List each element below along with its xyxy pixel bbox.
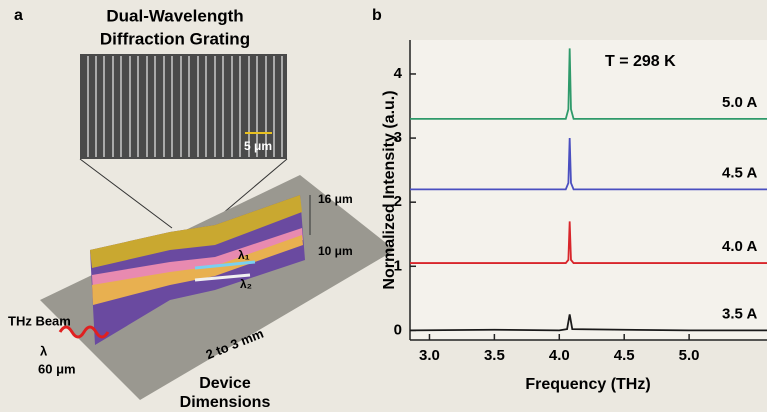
y-tick-label: 2 [394,193,402,210]
zoom-line [79,158,173,229]
panel-title: Dual-Wavelength [106,6,243,25]
dimension-label: 10 μm [318,244,353,258]
y-tick-label: 3 [394,129,402,146]
x-tick-label: 4.0 [549,347,570,364]
dimension-label: 60 μm [38,361,76,376]
chart: 3.0 3.5 4.0 4.5 5.0 0 1 2 3 4 Frequency (THz) Norma… [381,40,767,393]
zoom-line [214,158,288,221]
caption: Dimensions [180,394,271,411]
y-tick-label: 4 [394,65,403,82]
spectrum-line [410,48,767,120]
series-label: 4.0 A [722,238,757,255]
panel-label: a [14,7,23,24]
thz-wave [58,325,110,339]
panel-title: Diffraction Grating [100,29,250,48]
chart-title: T = 298 K [605,53,676,70]
series-label: 3.5 A [722,305,757,322]
spectrum-line [409,314,767,332]
y-axis-label: Normalized Intensity (a.u.) [381,90,398,289]
grating-stripes [87,56,283,157]
series-label: 5.0 A [722,94,757,111]
device-layers [92,235,303,305]
x-tick-label: 5.0 [679,347,700,364]
x-tick-label: 4.5 [614,347,635,364]
dimension-label: 16 μm [318,192,353,206]
lambda-label: λ₁ [238,248,250,262]
series-label: 4.5 A [722,164,757,181]
x-axis-label: Frequency (THz) [525,376,650,393]
panel-label: b [372,7,382,24]
lambda-label: λ [40,343,48,358]
caption: Device [199,375,251,392]
y-tick-label: 1 [394,257,402,274]
spectrum-line [410,138,767,191]
beam-label: THz Beam [8,313,71,328]
lambda-label: λ₂ [240,277,252,291]
x-tick-label: 3.0 [419,347,440,364]
grating-top [90,195,302,268]
beam-arrow [194,273,251,282]
scale-label: 5 μm [244,139,272,153]
beam-arrow [194,260,256,270]
x-tick-label: 3.5 [484,347,505,364]
y-tick-label: 0 [394,321,402,338]
spectrum-line [410,221,767,264]
sem-image [80,54,287,159]
